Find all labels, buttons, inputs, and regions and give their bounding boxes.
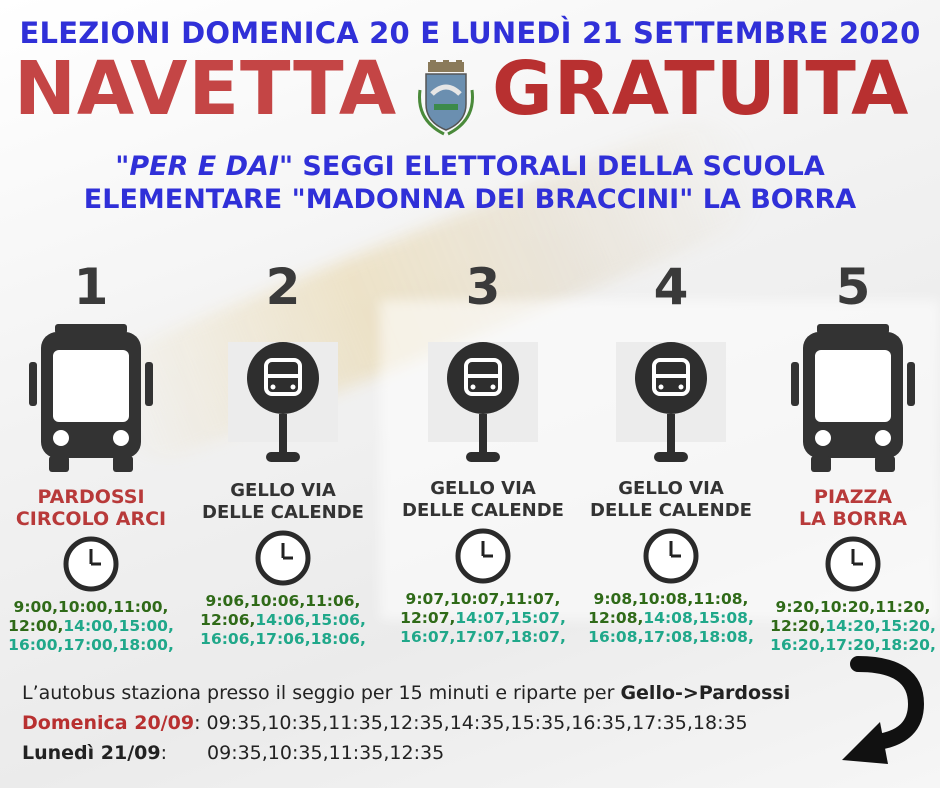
clock-icon bbox=[255, 530, 311, 586]
times-afternoon: 14:06,15:06, bbox=[255, 611, 366, 629]
subtitle: "PER E DAI" SEGGI ELETTORALI DELLA SCUOL… bbox=[0, 150, 940, 216]
bus-stop-icon bbox=[616, 342, 726, 462]
clock-icon bbox=[63, 536, 119, 592]
stop-name-line-2: DELLE CALENDE bbox=[590, 500, 752, 521]
subtitle-line-1: "PER E DAI" SEGGI ELETTORALI DELLA SCUOL… bbox=[0, 150, 940, 183]
stop-number: 2 bbox=[265, 258, 301, 316]
title-navetta: NAVETTA bbox=[14, 46, 398, 132]
monday-label: Lunedì 21/09 bbox=[22, 742, 161, 764]
clock-icon bbox=[825, 536, 881, 592]
sunday-label: Domenica 20/09 bbox=[22, 712, 195, 734]
monday-times: 09:35,10:35,11:35,12:35 bbox=[207, 742, 445, 764]
clock-icon bbox=[643, 528, 699, 584]
times-evening: 16:06,17:06,18:06, bbox=[200, 630, 366, 648]
return-note: L’autobus staziona presso il seggio per … bbox=[22, 678, 790, 708]
stop-number: 3 bbox=[465, 258, 501, 316]
bus-stop-icon bbox=[428, 342, 538, 462]
stop-number: 4 bbox=[653, 258, 689, 316]
stop-name: GELLO VIA DELLE CALENDE bbox=[388, 478, 578, 522]
times-noon: 12:00, bbox=[8, 617, 64, 635]
sunday-row: Domenica 20/09: 09:35,10:35,11:35,12:35,… bbox=[22, 708, 790, 738]
subtitle-quote: "PER E DAI" bbox=[115, 151, 294, 182]
times-morning: 9:07,10:07,11:07, bbox=[405, 590, 561, 608]
times-morning: 9:08,10:08,11:08, bbox=[593, 590, 749, 608]
stop-name-line-2: LA BORRA bbox=[798, 508, 908, 530]
bus-icon bbox=[791, 324, 915, 472]
times-afternoon: 14:08,15:08, bbox=[643, 609, 754, 627]
stop-2: 2 GELLO VIA DELLE CALENDE 9:06,10:06,11:… bbox=[188, 262, 378, 649]
times-morning: 9:00,10:00,11:00, bbox=[13, 598, 169, 616]
stop-number: 1 bbox=[73, 258, 109, 316]
monday-sep: : bbox=[160, 742, 168, 764]
times-noon: 12:07, bbox=[400, 609, 456, 627]
stop-number: 5 bbox=[835, 258, 871, 316]
stop-times: 9:00,10:00,11:00, 12:00,14:00,15:00, 16:… bbox=[0, 598, 186, 655]
clock-icon bbox=[455, 528, 511, 584]
stop-times: 9:06,10:06,11:06, 12:06,14:06,15:06, 16:… bbox=[188, 592, 378, 649]
stop-name: PARDOSSI CIRCOLO ARCI bbox=[0, 486, 186, 530]
times-evening: 16:08,17:08,18:08, bbox=[588, 628, 754, 646]
stop-name-line-1: GELLO VIA bbox=[430, 478, 536, 499]
times-evening: 16:07,17:07,18:07, bbox=[400, 628, 566, 646]
times-noon: 12:08, bbox=[588, 609, 644, 627]
stop-name: PIAZZA LA BORRA bbox=[758, 486, 940, 530]
times-noon: 12:20, bbox=[770, 617, 826, 635]
stop-times: 9:20,10:20,11:20, 12:20,14:20,15:20, 16:… bbox=[758, 598, 940, 655]
stop-1: 1 PARDOSSI CIRCOLO ARCI 9:00,10:00,11:00… bbox=[0, 262, 186, 655]
stop-name: GELLO VIA DELLE CALENDE bbox=[576, 478, 766, 522]
return-note-text: L’autobus staziona presso il seggio per … bbox=[22, 682, 621, 704]
sunday-times: 09:35,10:35,11:35,12:35,14:35,15:35,16:3… bbox=[206, 712, 748, 734]
times-morning: 9:06,10:06,11:06, bbox=[205, 592, 361, 610]
stop-name-line-1: GELLO VIA bbox=[618, 478, 724, 499]
subtitle-line-1-rest: SEGGI ELETTORALI DELLA SCUOLA bbox=[293, 151, 825, 182]
times-afternoon: 14:00,15:00, bbox=[63, 617, 174, 635]
stop-4: 4 GELLO VIA DELLE CALENDE 9:08,10:08,11:… bbox=[576, 262, 766, 647]
bus-stop-icon bbox=[228, 342, 338, 462]
title-gratuita: GRATUITA bbox=[492, 46, 910, 132]
stop-3: 3 GELLO VIA DELLE CALENDE 9:07,10:07,11:… bbox=[388, 262, 578, 647]
times-evening: 16:20,17:20,18:20, bbox=[770, 636, 936, 654]
return-arrow-icon bbox=[842, 656, 925, 764]
subtitle-line-2: ELEMENTARE "MADONNA DEI BRACCINI" LA BOR… bbox=[83, 184, 857, 215]
stop-name: GELLO VIA DELLE CALENDE bbox=[188, 480, 378, 524]
stop-name-line-2: DELLE CALENDE bbox=[202, 502, 364, 523]
times-afternoon: 14:07,15:07, bbox=[455, 609, 566, 627]
stop-name-line-1: PARDOSSI bbox=[37, 486, 145, 508]
times-afternoon: 14:20,15:20, bbox=[825, 617, 936, 635]
municipal-crest-icon bbox=[418, 60, 474, 136]
stop-name-line-1: PIAZZA bbox=[814, 486, 892, 508]
stop-name-line-2: DELLE CALENDE bbox=[402, 500, 564, 521]
sunday-sep: : bbox=[194, 712, 207, 734]
monday-row: Lunedì 21/09: 09:35,10:35,11:35,12:35 bbox=[22, 738, 790, 768]
stop-times: 9:08,10:08,11:08, 12:08,14:08,15:08, 16:… bbox=[576, 590, 766, 647]
stop-name-line-1: GELLO VIA bbox=[230, 480, 336, 501]
return-schedule: L’autobus staziona presso il seggio per … bbox=[22, 678, 790, 768]
times-morning: 9:20,10:20,11:20, bbox=[775, 598, 931, 616]
bus-icon bbox=[29, 324, 153, 472]
times-noon: 12:06, bbox=[200, 611, 256, 629]
stop-times: 9:07,10:07,11:07, 12:07,14:07,15:07, 16:… bbox=[388, 590, 578, 647]
stop-name-line-2: CIRCOLO ARCI bbox=[15, 508, 167, 530]
election-headline: ELEZIONI DOMENICA 20 E LUNEDÌ 21 SETTEMB… bbox=[19, 16, 921, 50]
return-route: Gello->Pardossi bbox=[620, 682, 791, 704]
stop-5: 5 PIAZZA LA BORRA 9:20,10:20,11:20, 12:2… bbox=[758, 262, 940, 655]
times-evening: 16:00,17:00,18:00, bbox=[8, 636, 174, 654]
